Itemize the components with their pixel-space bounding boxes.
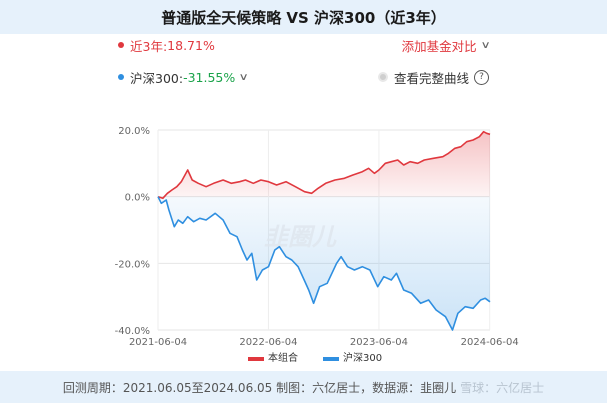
full-curve-toggle[interactable]: 查看完整曲线 ? [377,68,489,87]
chevron-down-icon: ∨ [238,71,250,83]
index-summary-dropdown[interactable]: 沪深300: -31.55% ∨ [118,68,250,87]
legend-label: 本组合 [268,351,298,364]
portfolio-summary-row: 近3年: 18.71% 添加基金对比 ∨ [0,34,607,56]
line-chart: 韭圈儿 20.0% 0.0% -20.0% -40.0% 2021-06-04 2022… [115,126,519,364]
portfolio-return-label: 近3年: [130,38,168,54]
portfolio-return-value: 18.71% [167,37,215,53]
legend-swatch [248,357,264,361]
chart-watermark: 韭圈儿 [264,223,337,251]
y-tick-label: 0.0% [125,193,150,204]
series-area [158,196,490,330]
title-bar: 普通版全天候策略 VS 沪深300（近3年） [0,0,607,34]
y-tick-label: -40.0% [115,326,150,337]
add-fund-compare-label: 添加基金对比 [401,38,477,54]
portfolio-summary: 近3年: 18.71% [118,36,215,55]
help-icon[interactable]: ? [474,69,489,85]
index-return-value: -31.55% [183,69,236,85]
chart-legend: 本组合 沪深300 [248,351,382,364]
x-tick-label: 2022-06-04 [239,337,297,348]
footer-text: 回测周期：2021.06.05至2024.06.05 制图：六亿居士，数据源：韭… [62,380,457,395]
add-fund-compare-button[interactable]: 添加基金对比 ∨ [401,36,491,55]
x-axis: 2021-06-04 2022-06-04 2023-06-04 2024-06-04 [129,337,519,348]
series-line [157,130,491,200]
y-tick-label: 20.0% [118,126,150,137]
x-tick-label: 2021-06-04 [129,337,187,348]
chart-title: 普通版全天候策略 VS 沪深300（近3年） [161,8,446,27]
index-dot-icon [118,74,124,80]
chevron-down-icon: ∨ [480,39,491,51]
legend-swatch [323,357,339,361]
y-axis: 20.0% 0.0% -20.0% -40.0% [115,126,150,337]
series-line [157,196,491,331]
radio-icon [377,72,388,82]
footer: 回测周期：2021.06.05至2024.06.05 制图：六亿居士，数据源：韭… [0,371,607,403]
index-return-label: 沪深300: [130,70,184,86]
chart-lines [157,130,491,331]
portfolio-dot-icon [118,42,124,48]
x-tick-label: 2023-06-04 [350,337,408,348]
y-tick-label: -20.0% [115,259,150,270]
footer-watermark: 雪球：六亿居士 [460,380,545,395]
full-curve-label: 查看完整曲线 [393,70,469,86]
index-summary-row: 沪深300: -31.55% ∨ 查看完整曲线 ? [0,66,607,88]
series-area [158,131,490,199]
x-tick-label: 2024-06-04 [461,337,519,348]
legend-label: 沪深300 [343,351,382,364]
